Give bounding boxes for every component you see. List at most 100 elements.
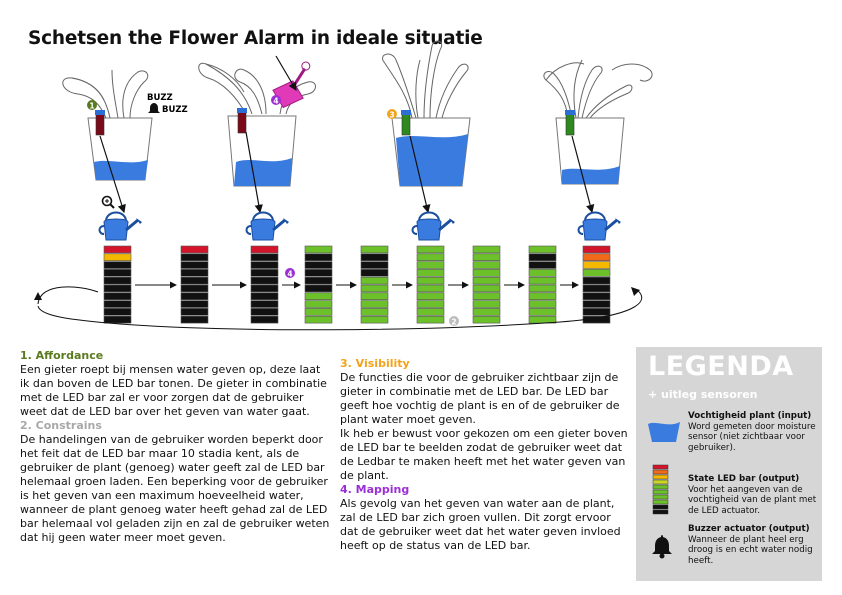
led-segment [103, 261, 132, 269]
led-segment [360, 261, 389, 269]
legend-led-segment [652, 494, 669, 500]
led-segment [472, 276, 501, 285]
led-segment [360, 300, 389, 308]
body-visibility-2: Ik heb er bewust voor gekozen om een gie… [340, 427, 628, 482]
legend-subtitle: + uitleg sensoren [648, 388, 758, 401]
led-segment [250, 300, 279, 308]
watering-can-icon [411, 211, 455, 241]
text-column-left: 1. Affordance Een gieter roept bij mense… [20, 349, 330, 545]
heading-affordance: 1. Affordance [20, 349, 104, 362]
svg-text:4: 4 [287, 270, 292, 279]
zoom-icon [101, 195, 115, 209]
legend-led-segment [652, 479, 669, 485]
led-segment [250, 245, 279, 254]
led-segment [416, 292, 445, 300]
led-segment [416, 245, 445, 254]
led-segment [528, 300, 557, 308]
led-segment [180, 269, 209, 277]
led-segment [103, 245, 132, 254]
text-column-middle: 3. Visibility De functies die voor de ge… [340, 357, 630, 553]
led-segment [103, 253, 132, 262]
led-segment [472, 300, 501, 308]
led-segment [304, 276, 333, 285]
led-segment [528, 245, 557, 254]
led-segment [250, 284, 279, 293]
sensor-1 [95, 110, 105, 136]
led-segment [304, 292, 333, 300]
led-segment [528, 308, 557, 316]
heading-mapping: 4. Mapping [340, 483, 410, 496]
led-segment [582, 245, 611, 254]
led-bar [250, 245, 279, 324]
sensor-4 [565, 110, 575, 136]
led-segment [360, 276, 389, 285]
led-segment [250, 315, 279, 324]
sensor-2 [237, 108, 247, 134]
led-segment [304, 269, 333, 277]
led-segment [180, 308, 209, 316]
led-segment [472, 292, 501, 300]
led-bar [416, 245, 445, 324]
led-segment [250, 308, 279, 316]
led-segment [360, 284, 389, 293]
led-bar [360, 245, 389, 324]
step-marker-4-top [271, 95, 281, 105]
pot-4-water [562, 166, 620, 184]
legend-led-segment [652, 464, 669, 470]
step-marker-1 [87, 100, 97, 110]
led-segment [582, 300, 611, 308]
led-segment [360, 269, 389, 277]
led-segment [250, 276, 279, 285]
watering-can-icon [577, 211, 621, 241]
legend-led-segment [652, 474, 669, 480]
heading-constrains: 2. Constrains [20, 419, 102, 432]
led-segment [416, 253, 445, 262]
led-bar [528, 245, 557, 324]
step-marker-2 [449, 316, 459, 326]
step-marker-3 [387, 109, 397, 119]
step-marker-4-row [285, 268, 295, 278]
buzz-label-2: BUZZ [162, 105, 188, 115]
led-segment [304, 308, 333, 316]
led-segment [528, 261, 557, 269]
led-bar [304, 245, 333, 324]
water-icon [648, 422, 680, 442]
led-segment [250, 261, 279, 269]
led-segment [472, 315, 501, 324]
led-segment [416, 308, 445, 316]
body-affordance: Een gieter roept bij mensen water geven … [20, 363, 327, 418]
led-segment [360, 308, 389, 316]
led-segment [103, 276, 132, 285]
legend-title: LEGENDA [648, 351, 794, 382]
led-segment [304, 253, 333, 262]
led-segment [180, 276, 209, 285]
pot-2-water [234, 158, 292, 186]
led-segment [472, 261, 501, 269]
led-bar [472, 245, 501, 324]
legend-panel: LEGENDA + uitleg sensoren Vochtigheid pl… [636, 347, 822, 581]
led-segment [304, 284, 333, 293]
led-segment [528, 253, 557, 262]
led-segment [472, 308, 501, 316]
buzz-label-1: BUZZ [147, 93, 173, 103]
led-segment [582, 276, 611, 285]
led-segment [360, 315, 389, 324]
led-segment [416, 284, 445, 293]
watering-can-icon [245, 211, 289, 241]
legend-item-led: State LED bar (output) Voor het aangeven… [688, 474, 817, 516]
led-segment [180, 284, 209, 293]
legend-led-segment [652, 499, 669, 505]
legend-led-segment [652, 509, 669, 515]
led-segment [180, 315, 209, 324]
body-constrains: De handelingen van de gebruiker worden b… [20, 433, 330, 544]
plant-pot-3 [382, 40, 471, 187]
led-segment [416, 261, 445, 269]
led-segment [472, 284, 501, 293]
svg-text:1: 1 [89, 102, 94, 111]
led-segment [528, 269, 557, 277]
led-segment [304, 261, 333, 269]
legend-led-segment [652, 484, 669, 490]
led-segment [528, 284, 557, 293]
led-segment [250, 292, 279, 300]
led-segment [103, 300, 132, 308]
